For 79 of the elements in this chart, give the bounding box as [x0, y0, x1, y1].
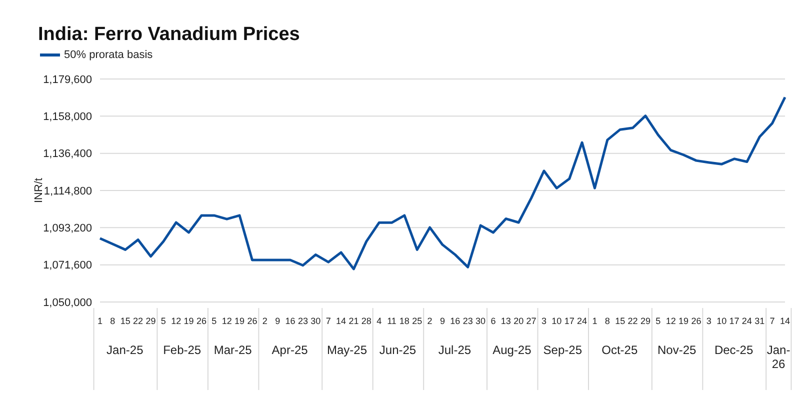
y-tick-label: 1,050,000 [43, 296, 92, 309]
x-tick-label: 5 [160, 316, 166, 326]
x-tick-label: 11 [387, 316, 396, 326]
y-axis-title: INR/t [32, 178, 45, 204]
x-tick-label: 2 [427, 316, 432, 326]
x-tick-label: 6 [490, 316, 496, 326]
x-tick-label: 12 [666, 316, 676, 326]
x-tick-label: 27 [526, 316, 536, 326]
line-series [98, 96, 786, 270]
x-tick-label: 14 [336, 316, 346, 326]
x-tick-label: 23 [462, 316, 473, 326]
x-tick-label: 16 [285, 316, 296, 326]
y-tick-label: 1,158,000 [43, 111, 92, 124]
text: Jan-26 [766, 343, 790, 371]
x-tick-label: 8 [604, 316, 610, 326]
text: Apr-25 [272, 343, 308, 357]
text: Jan-25 [106, 343, 144, 357]
x-tick-label: 22 [628, 316, 638, 326]
x-tick-label: 17 [729, 316, 740, 326]
text: Dec-25 [714, 343, 754, 357]
text: Feb-25 [163, 343, 202, 357]
x-tick-label: 18 [399, 316, 410, 326]
x-tick-label: 22 [133, 316, 144, 326]
x-tick-label: 5 [212, 316, 217, 326]
x-tick-label: 9 [275, 316, 280, 326]
x-tick-label: 26 [691, 316, 702, 326]
x-tick-label: 15 [615, 316, 626, 326]
text: Nov-25 [657, 343, 696, 357]
x-tick-label: 10 [716, 316, 727, 326]
x-tick-label: 3 [706, 316, 712, 326]
x-tick-label: 4 [376, 316, 382, 326]
x-tick-label: 5 [656, 316, 661, 326]
text: Jul-25 [438, 343, 472, 357]
x-tick-label: 24 [577, 316, 588, 326]
text: Jun-25 [379, 343, 416, 357]
text: Mar-25 [214, 343, 252, 357]
x-tick-label: 24 [742, 316, 752, 326]
x-tick-label: 3 [541, 316, 546, 326]
x-tick-label: 2 [262, 316, 268, 326]
x-tick-label: 10 [552, 316, 562, 326]
y-tick-label: 1,114,800 [44, 185, 92, 198]
x-tick-label: 13 [500, 316, 511, 326]
text: Oct-25 [602, 343, 638, 357]
x-tick-label: 15 [120, 316, 130, 326]
x-tick-label: 20 [514, 316, 524, 326]
x-tick-label: 16 [450, 316, 460, 326]
x-tick-label: 23 [298, 316, 308, 326]
y-tick-label: 1,093,200 [43, 222, 92, 235]
x-tick-label: 7 [770, 316, 775, 326]
text: May-25 [327, 343, 368, 357]
x-tick-label: 31 [754, 316, 765, 326]
x-tick-label: 12 [222, 316, 232, 326]
x-tick-label: 29 [146, 316, 156, 326]
x-tick-label: 1 [97, 316, 103, 326]
text: Aug-25 [492, 343, 532, 357]
x-tick-label: 30 [476, 316, 486, 326]
legend-label: 50% prorata basis [64, 49, 153, 61]
x-tick-label: 19 [234, 316, 245, 326]
x-tick-label: 28 [361, 316, 372, 326]
x-tick-label: 30 [310, 316, 321, 326]
x-tick-label: 29 [640, 316, 650, 326]
y-tick-label: 1,179,600 [43, 74, 92, 86]
text: Sep-25 [543, 343, 582, 357]
y-tick-label: 1,136,400 [43, 148, 92, 160]
x-tick-label: 17 [564, 316, 574, 326]
chart-title: India: Ferro Vanadium Prices [38, 24, 300, 46]
x-tick-label: 9 [440, 316, 446, 326]
x-tick-label: 1 [592, 316, 598, 326]
y-tick-label: 1,071,600 [43, 260, 92, 272]
x-tick-label: 19 [678, 316, 689, 326]
x-tick-label: 12 [171, 316, 182, 326]
x-tick-label: 8 [110, 316, 116, 326]
x-tick-label: 14 [780, 316, 790, 326]
x-tick-label: 26 [196, 316, 206, 326]
x-tick-label: 7 [326, 316, 331, 326]
x-tick-label: 26 [247, 316, 258, 326]
x-tick-label: 19 [184, 316, 194, 326]
x-tick-label: 21 [348, 316, 359, 326]
x-tick-label: 25 [412, 316, 422, 326]
